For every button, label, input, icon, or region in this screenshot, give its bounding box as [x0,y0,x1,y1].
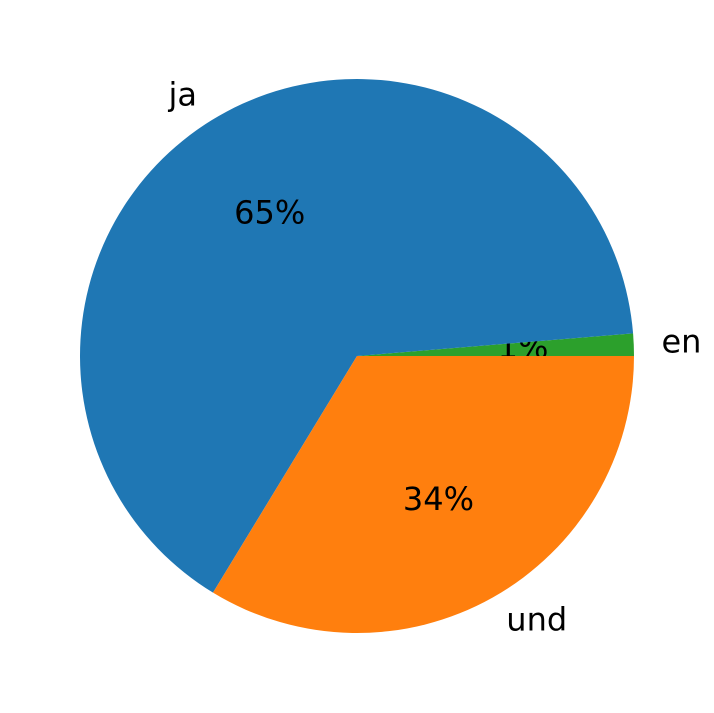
slice-label-und: und [506,601,567,639]
slice-percent-ja: 65% [234,194,305,232]
slice-percent-und: 34% [403,480,474,518]
pie-slice-und [213,356,634,633]
slice-label-en: en [661,323,701,361]
slice-label-ja: ja [167,76,197,114]
pie-slice-en [357,333,634,356]
pie-slice-ja [79,78,634,593]
